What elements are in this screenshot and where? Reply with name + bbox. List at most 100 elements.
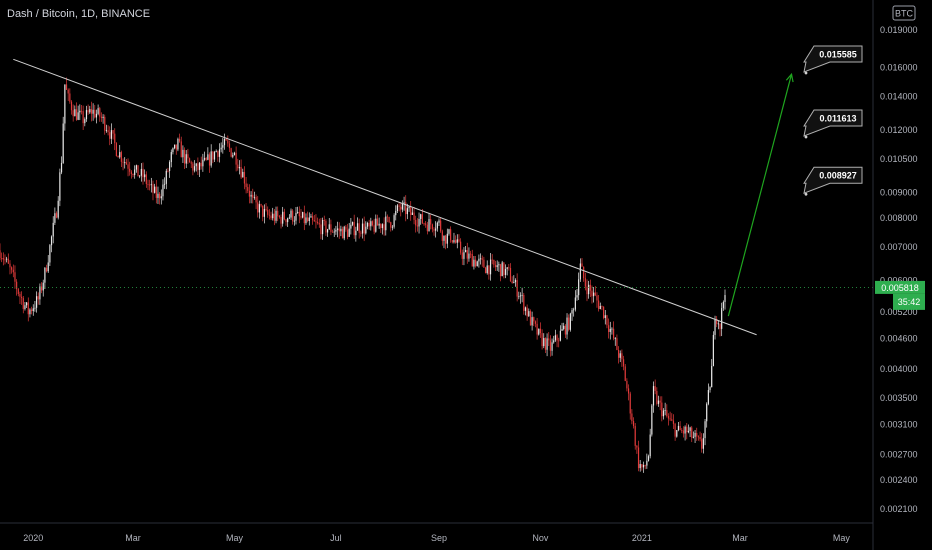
candle-body	[268, 214, 270, 216]
candle-body	[6, 258, 8, 260]
candle-body	[65, 84, 68, 90]
candle-body	[553, 340, 555, 343]
price-callout[interactable]: 0.008927	[803, 166, 863, 196]
candle-body	[40, 286, 43, 291]
candle	[380, 223, 382, 233]
candle-body	[408, 206, 410, 209]
currency-badge[interactable]: BTC	[892, 5, 916, 21]
time-axis[interactable]: 2020 Mar May Jul Sep Nov 2021 Mar May	[23, 533, 850, 543]
candle	[55, 211, 58, 219]
candle	[343, 225, 345, 241]
candle-body	[596, 295, 598, 301]
candle-body	[183, 149, 186, 164]
candle	[165, 168, 167, 190]
candle-body	[363, 223, 365, 234]
candle	[300, 208, 302, 220]
candle	[493, 259, 495, 268]
candle-body	[203, 158, 206, 160]
candle	[561, 322, 563, 331]
price-callout[interactable]: 0.015585	[803, 45, 863, 75]
candle	[260, 203, 262, 208]
candle	[463, 247, 465, 266]
candle	[298, 206, 300, 224]
candle	[205, 156, 207, 161]
candle	[664, 402, 666, 416]
candle	[27, 297, 29, 322]
candle	[563, 322, 565, 331]
drawings-layer: 0.015585 0.011613 0.008927	[0, 45, 873, 336]
candle-body	[210, 151, 212, 166]
candle-body	[80, 110, 83, 112]
candle	[210, 144, 212, 168]
candle	[528, 308, 530, 317]
projection-arrow-line[interactable]	[727, 74, 793, 317]
candle-body	[350, 224, 352, 229]
candle	[348, 222, 350, 237]
candle-body	[603, 306, 605, 319]
candle-body	[57, 200, 59, 218]
candle	[287, 217, 289, 227]
candle	[666, 404, 668, 418]
price-callout[interactable]: 0.011613	[803, 109, 863, 139]
candle-body	[49, 245, 51, 263]
candle-body	[415, 219, 417, 226]
time-tick-label: May	[833, 533, 851, 543]
candle	[659, 396, 661, 411]
candle-body	[253, 196, 256, 198]
candle	[676, 429, 678, 438]
candle	[612, 321, 615, 341]
candle	[320, 217, 322, 240]
candle-body	[197, 163, 199, 170]
candle-body	[453, 240, 455, 243]
price-axis[interactable]: 0.002100 0.002400 0.002700 0.003100 0.003500…	[880, 25, 918, 514]
candle	[669, 411, 671, 422]
candle-body	[317, 221, 319, 224]
candle	[608, 318, 610, 339]
candle-body	[518, 296, 520, 298]
candle-body	[102, 116, 104, 118]
candle	[52, 216, 54, 244]
candle-body	[503, 262, 505, 275]
candle	[601, 305, 603, 311]
trendline[interactable]	[13, 58, 757, 336]
candle-body	[376, 218, 379, 226]
candle	[702, 433, 704, 454]
candle-body	[64, 84, 66, 124]
candle-body	[716, 318, 718, 324]
candle	[441, 229, 443, 246]
candle-body	[667, 416, 670, 419]
time-tick-label: May	[226, 533, 244, 543]
candle-body	[325, 220, 327, 233]
candle	[667, 413, 670, 426]
candle-body	[198, 162, 201, 170]
candle-body	[140, 168, 142, 176]
candle-body	[255, 196, 257, 203]
price-tick-label: 0.003100	[880, 419, 918, 429]
candle-body	[302, 212, 304, 218]
candle-body	[445, 235, 447, 244]
candle	[212, 151, 214, 164]
candle-body	[172, 148, 174, 153]
candle	[536, 317, 538, 340]
candle-body	[278, 216, 280, 218]
candle-body	[97, 108, 99, 114]
candle	[519, 292, 522, 304]
candle	[208, 152, 211, 173]
candle	[428, 212, 430, 232]
candle	[642, 461, 645, 473]
candle	[611, 327, 613, 335]
candle	[636, 445, 638, 454]
candle	[614, 337, 616, 346]
candle	[378, 217, 380, 229]
candle-body	[353, 222, 355, 236]
candle-body	[549, 340, 552, 351]
candle-body	[313, 220, 315, 222]
candle-body	[75, 109, 78, 120]
candle-body	[125, 162, 127, 165]
candle	[559, 325, 561, 342]
candle	[504, 264, 507, 279]
candle	[273, 209, 275, 226]
candle	[450, 226, 452, 243]
